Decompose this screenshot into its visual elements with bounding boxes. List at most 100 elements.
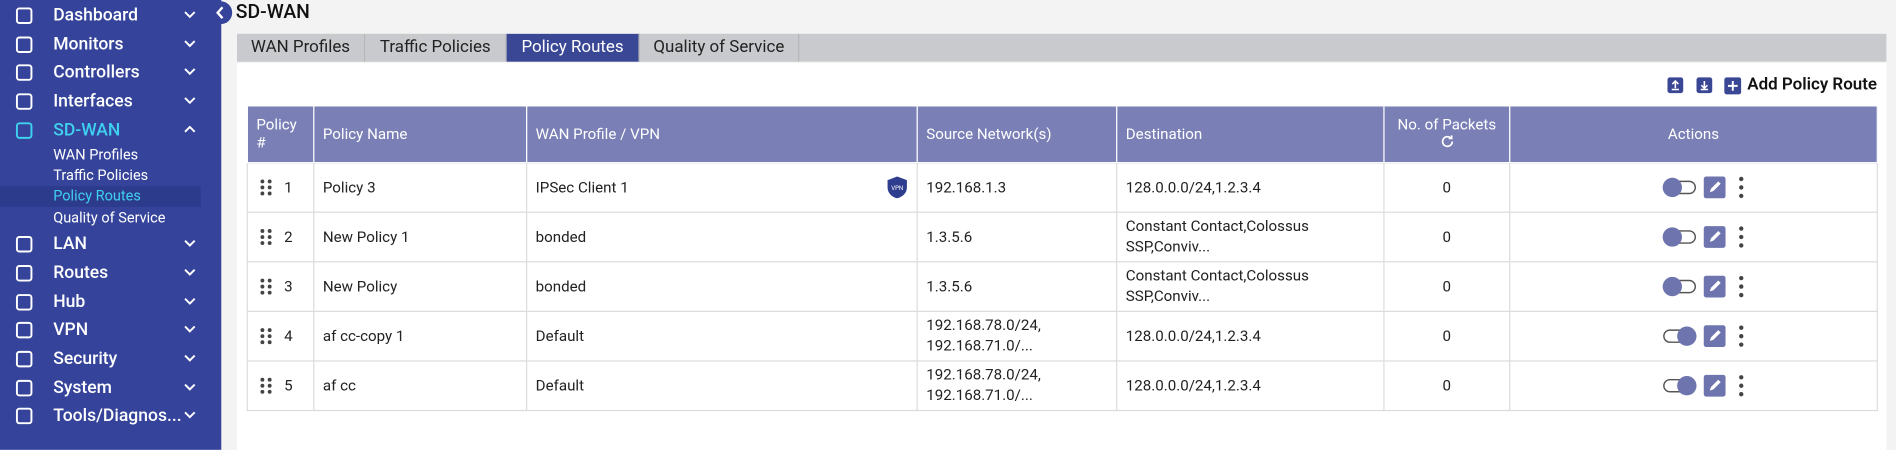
wan-profile: IPSec Client 1: [535, 178, 629, 197]
cell: 0: [1383, 360, 1511, 412]
tab[interactable]: WAN Profiles: [237, 33, 366, 62]
cell: 192.168.78.0/24, 192.168.71.0/...: [916, 360, 1118, 412]
drag-handle[interactable]: [260, 229, 272, 246]
cell: 2: [246, 211, 315, 263]
nav-item[interactable]: Monitors: [0, 31, 221, 58]
drag-handle[interactable]: [260, 377, 272, 395]
cell: 128.0.0.0/24,1.2.3.4: [1116, 360, 1385, 412]
refresh-icon[interactable]: [1440, 134, 1455, 149]
sub-item[interactable]: Policy Routes: [0, 186, 201, 208]
drag-handle[interactable]: [260, 278, 272, 295]
column-header: Actions: [1509, 105, 1878, 164]
packet-count: 0: [1442, 327, 1452, 346]
packet-count: 0: [1442, 376, 1452, 395]
cell: [1509, 261, 1878, 312]
destination: 128.0.0.0/24,1.2.3.4: [1125, 327, 1261, 346]
nav-item[interactable]: System: [0, 374, 221, 401]
row-actions[interactable]: [1661, 224, 1770, 251]
add-policy-route[interactable]: Add Policy Route: [1747, 74, 1878, 95]
cell: 1.3.5.6: [916, 261, 1118, 312]
nav-item[interactable]: Routes: [0, 260, 221, 287]
drag-handle[interactable]: [260, 179, 272, 196]
toolbar-icons[interactable]: [1666, 76, 1742, 95]
header-label: Source Network(s): [926, 125, 1052, 144]
nav-item[interactable]: Hub: [0, 288, 221, 315]
cell: 5: [246, 360, 315, 412]
cell: [1509, 162, 1878, 213]
destination: 128.0.0.0/24,1.2.3.4: [1125, 178, 1261, 197]
cell: bonded: [526, 211, 918, 263]
sub-item[interactable]: Quality of Service: [0, 208, 201, 229]
nav-label: Routes: [53, 262, 109, 283]
table-row: 5 af cc Default 192.168.78.0/24, 192.168.71.…: [246, 360, 1878, 412]
cell: 192.168.1.3: [916, 162, 1118, 213]
nav-item[interactable]: VPN: [0, 317, 221, 344]
row-actions[interactable]: [1661, 174, 1770, 201]
row-actions[interactable]: [1661, 273, 1770, 300]
column-header: WAN Profile / VPN: [526, 105, 918, 164]
sub-label: Quality of Service: [53, 208, 166, 226]
cell: IPSec Client 1 VPN: [526, 162, 918, 213]
nav-item[interactable]: Controllers: [0, 60, 221, 87]
cell: 128.0.0.0/24,1.2.3.4: [1116, 310, 1385, 362]
destination: 128.0.0.0/24,1.2.3.4: [1125, 376, 1261, 395]
nav-item[interactable]: Security: [0, 346, 221, 373]
cell: Constant Contact,Colossus SSP,Conviv...: [1116, 261, 1385, 312]
wan-profile: bonded: [535, 227, 587, 247]
sub-item[interactable]: WAN Profiles: [0, 144, 201, 165]
nav-item[interactable]: Dashboard: [0, 2, 221, 29]
cell: 0: [1383, 211, 1511, 263]
collapse-button[interactable]: [209, 1, 233, 25]
cell: bonded: [526, 261, 918, 312]
header-label: Actions: [1667, 125, 1720, 144]
destination: Constant Contact,Colossus SSP,Conviv...: [1125, 267, 1309, 306]
source-network: 1.3.5.6: [926, 227, 973, 247]
cell: Default: [526, 310, 918, 362]
nav-item[interactable]: LAN: [0, 231, 221, 258]
policy-name: New Policy 1: [322, 227, 410, 247]
destination: Constant Contact,Colossus SSP,Conviv...: [1125, 217, 1309, 257]
tab[interactable]: Traffic Policies: [365, 33, 507, 62]
source-network: 1.3.5.6: [926, 277, 973, 296]
sidebar: Dashboard Monitors Controllers Interfaces SD…: [0, 0, 222, 450]
cell: Default: [526, 360, 918, 412]
source-network: 192.168.78.0/24,: [926, 366, 1041, 385]
page-title: SD-WAN: [235, 0, 310, 23]
nav-label: Controllers: [53, 62, 140, 83]
packet-count: 0: [1442, 227, 1452, 247]
table-row: 4 af cc-copy 1 Default 192.168.78.0/24, 192.…: [246, 310, 1878, 362]
header-label: No. of Packets: [1397, 115, 1497, 134]
header-label: WAN Profile / VPN: [535, 125, 661, 144]
cell: [1509, 360, 1878, 412]
policy-number: 5: [284, 376, 293, 395]
cell: New Policy 1: [313, 211, 528, 263]
policy-number: 2: [284, 227, 293, 247]
vpn-badge: VPN: [887, 176, 907, 199]
row-actions[interactable]: [1661, 372, 1770, 399]
drag-handle[interactable]: [260, 328, 272, 345]
header-label: Policy Name: [322, 125, 408, 144]
tab[interactable]: Policy Routes: [506, 33, 640, 62]
sub-item[interactable]: Traffic Policies: [0, 166, 201, 187]
nav-item[interactable]: Interfaces: [0, 88, 221, 115]
nav-item[interactable]: SD-WAN: [0, 117, 221, 144]
cell: 128.0.0.0/24,1.2.3.4: [1116, 162, 1385, 213]
column-header: Destination: [1116, 105, 1385, 164]
policy-number: 4: [284, 327, 293, 346]
cell: [1509, 211, 1878, 263]
sub-label: Traffic Policies: [53, 166, 149, 184]
sub-label: Policy Routes: [53, 187, 141, 205]
cell: Constant Contact,Colossus SSP,Conviv...: [1116, 211, 1385, 263]
nav-item[interactable]: Tools/Diagnos...: [0, 403, 221, 430]
cell: 1: [246, 162, 315, 213]
tab-bar: WAN Profiles Traffic Policies Policy Route…: [237, 33, 1887, 62]
policy-number: 3: [284, 277, 293, 296]
packet-count: 0: [1442, 277, 1452, 296]
nav-label: Monitors: [53, 33, 124, 55]
tab[interactable]: Quality of Service: [639, 33, 800, 62]
table-row: 1 Policy 3 IPSec Client 1 VPN 192.168.1.3 128…: [246, 162, 1878, 213]
svg-text:VPN: VPN: [891, 185, 903, 192]
cell: 3: [246, 261, 315, 312]
row-actions[interactable]: [1661, 323, 1770, 350]
column-header: Policy Name: [313, 105, 528, 164]
